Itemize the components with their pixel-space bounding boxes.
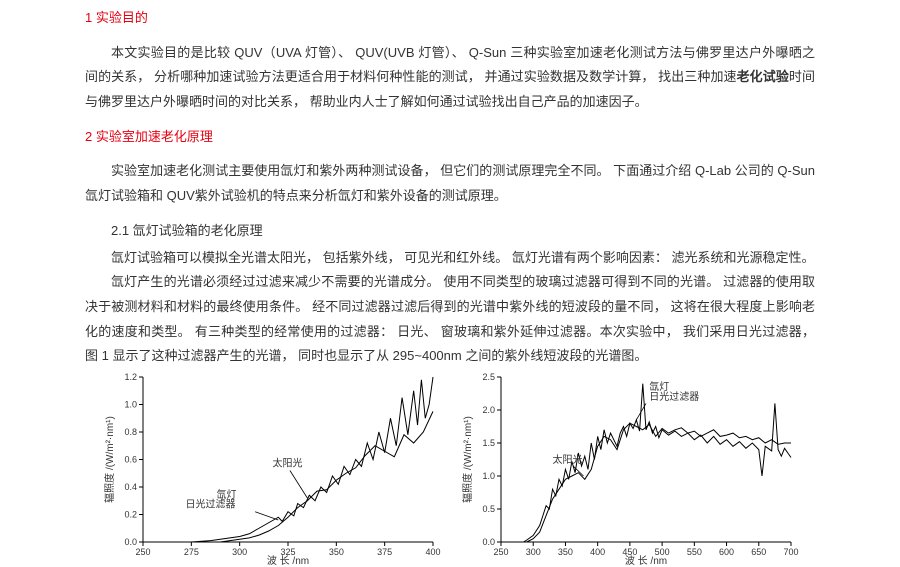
svg-text:0.0: 0.0 [124, 537, 137, 547]
svg-text:日光过滤器: 日光过滤器 [649, 390, 699, 403]
chart-1: 2502753003253503754000.00.20.40.60.81.01… [101, 371, 441, 566]
svg-text:0.5: 0.5 [482, 504, 495, 514]
section-2-title: 2 实验室加速老化原理 [85, 125, 815, 150]
svg-text:600: 600 [719, 547, 734, 557]
svg-text:400: 400 [425, 547, 440, 557]
section-1-title: 1 实验目的 [85, 6, 815, 31]
section-2-1-line1: 氙灯试验箱可以模拟全光谱太阳光， 包括紫外线， 可见光和红外线。 氙灯光谱有两个… [85, 246, 815, 271]
section-2-intro: 实验室加速老化测试主要使用氙灯和紫外两种测试设备， 但它们的测试原理完全不同。 … [85, 159, 815, 208]
svg-text:250: 250 [493, 547, 508, 557]
svg-text:波 长 /nm: 波 长 /nm [267, 554, 309, 566]
s1-p-a: 本文实验目的是比较 QUV（UVA 灯管）、 QUV(UVB 灯管）、 Q-Su… [85, 45, 815, 85]
svg-text:1.2: 1.2 [124, 372, 137, 382]
chart-1-svg: 2502753003253503754000.00.20.40.60.81.01… [101, 371, 441, 566]
svg-text:0.0: 0.0 [482, 537, 495, 547]
svg-text:太阳光: 太阳光 [273, 456, 303, 469]
s1-p-bold: 老化试验 [737, 69, 789, 84]
svg-text:1.0: 1.0 [124, 399, 137, 409]
chart-2: 2503003504004505005506006507000.00.51.01… [459, 371, 799, 566]
svg-text:375: 375 [377, 547, 392, 557]
svg-text:650: 650 [751, 547, 766, 557]
svg-text:辐照度 /(W/m²·nm¹): 辐照度 /(W/m²·nm¹) [103, 416, 116, 503]
svg-text:0.2: 0.2 [124, 509, 137, 519]
svg-text:0.4: 0.4 [124, 482, 137, 492]
svg-text:0.6: 0.6 [124, 454, 137, 464]
svg-text:400: 400 [590, 547, 605, 557]
charts-row: 2502753003253503754000.00.20.40.60.81.01… [85, 371, 815, 566]
svg-text:300: 300 [232, 547, 247, 557]
svg-text:550: 550 [687, 547, 702, 557]
section-1-para: 本文实验目的是比较 QUV（UVA 灯管）、 QUV(UVB 灯管）、 Q-Su… [85, 41, 815, 115]
svg-text:日光过滤器: 日光过滤器 [186, 498, 236, 511]
svg-text:350: 350 [329, 547, 344, 557]
chart-2-svg: 2503003504004505005506006507000.00.51.01… [459, 371, 799, 566]
svg-text:0.8: 0.8 [124, 427, 137, 437]
svg-text:250: 250 [135, 547, 150, 557]
svg-text:700: 700 [783, 547, 798, 557]
svg-text:275: 275 [184, 547, 199, 557]
svg-text:波 长 /nm: 波 长 /nm [625, 554, 667, 566]
svg-text:2.5: 2.5 [482, 372, 495, 382]
svg-text:太阳光: 太阳光 [553, 453, 583, 466]
section-2-1-title: 2.1 氙灯试验箱的老化原理 [85, 219, 815, 244]
svg-text:300: 300 [526, 547, 541, 557]
svg-text:1.0: 1.0 [482, 471, 495, 481]
section-2-1-line2: 氙灯产生的光谱必须经过过滤来减少不需要的光谱成分。 使用不同类型的玻璃过滤器可得… [85, 270, 815, 369]
svg-text:辐照度 /(W/m²·nm¹): 辐照度 /(W/m²·nm¹) [461, 416, 474, 503]
svg-text:350: 350 [558, 547, 573, 557]
svg-text:2.0: 2.0 [482, 405, 495, 415]
svg-text:1.5: 1.5 [482, 438, 495, 448]
